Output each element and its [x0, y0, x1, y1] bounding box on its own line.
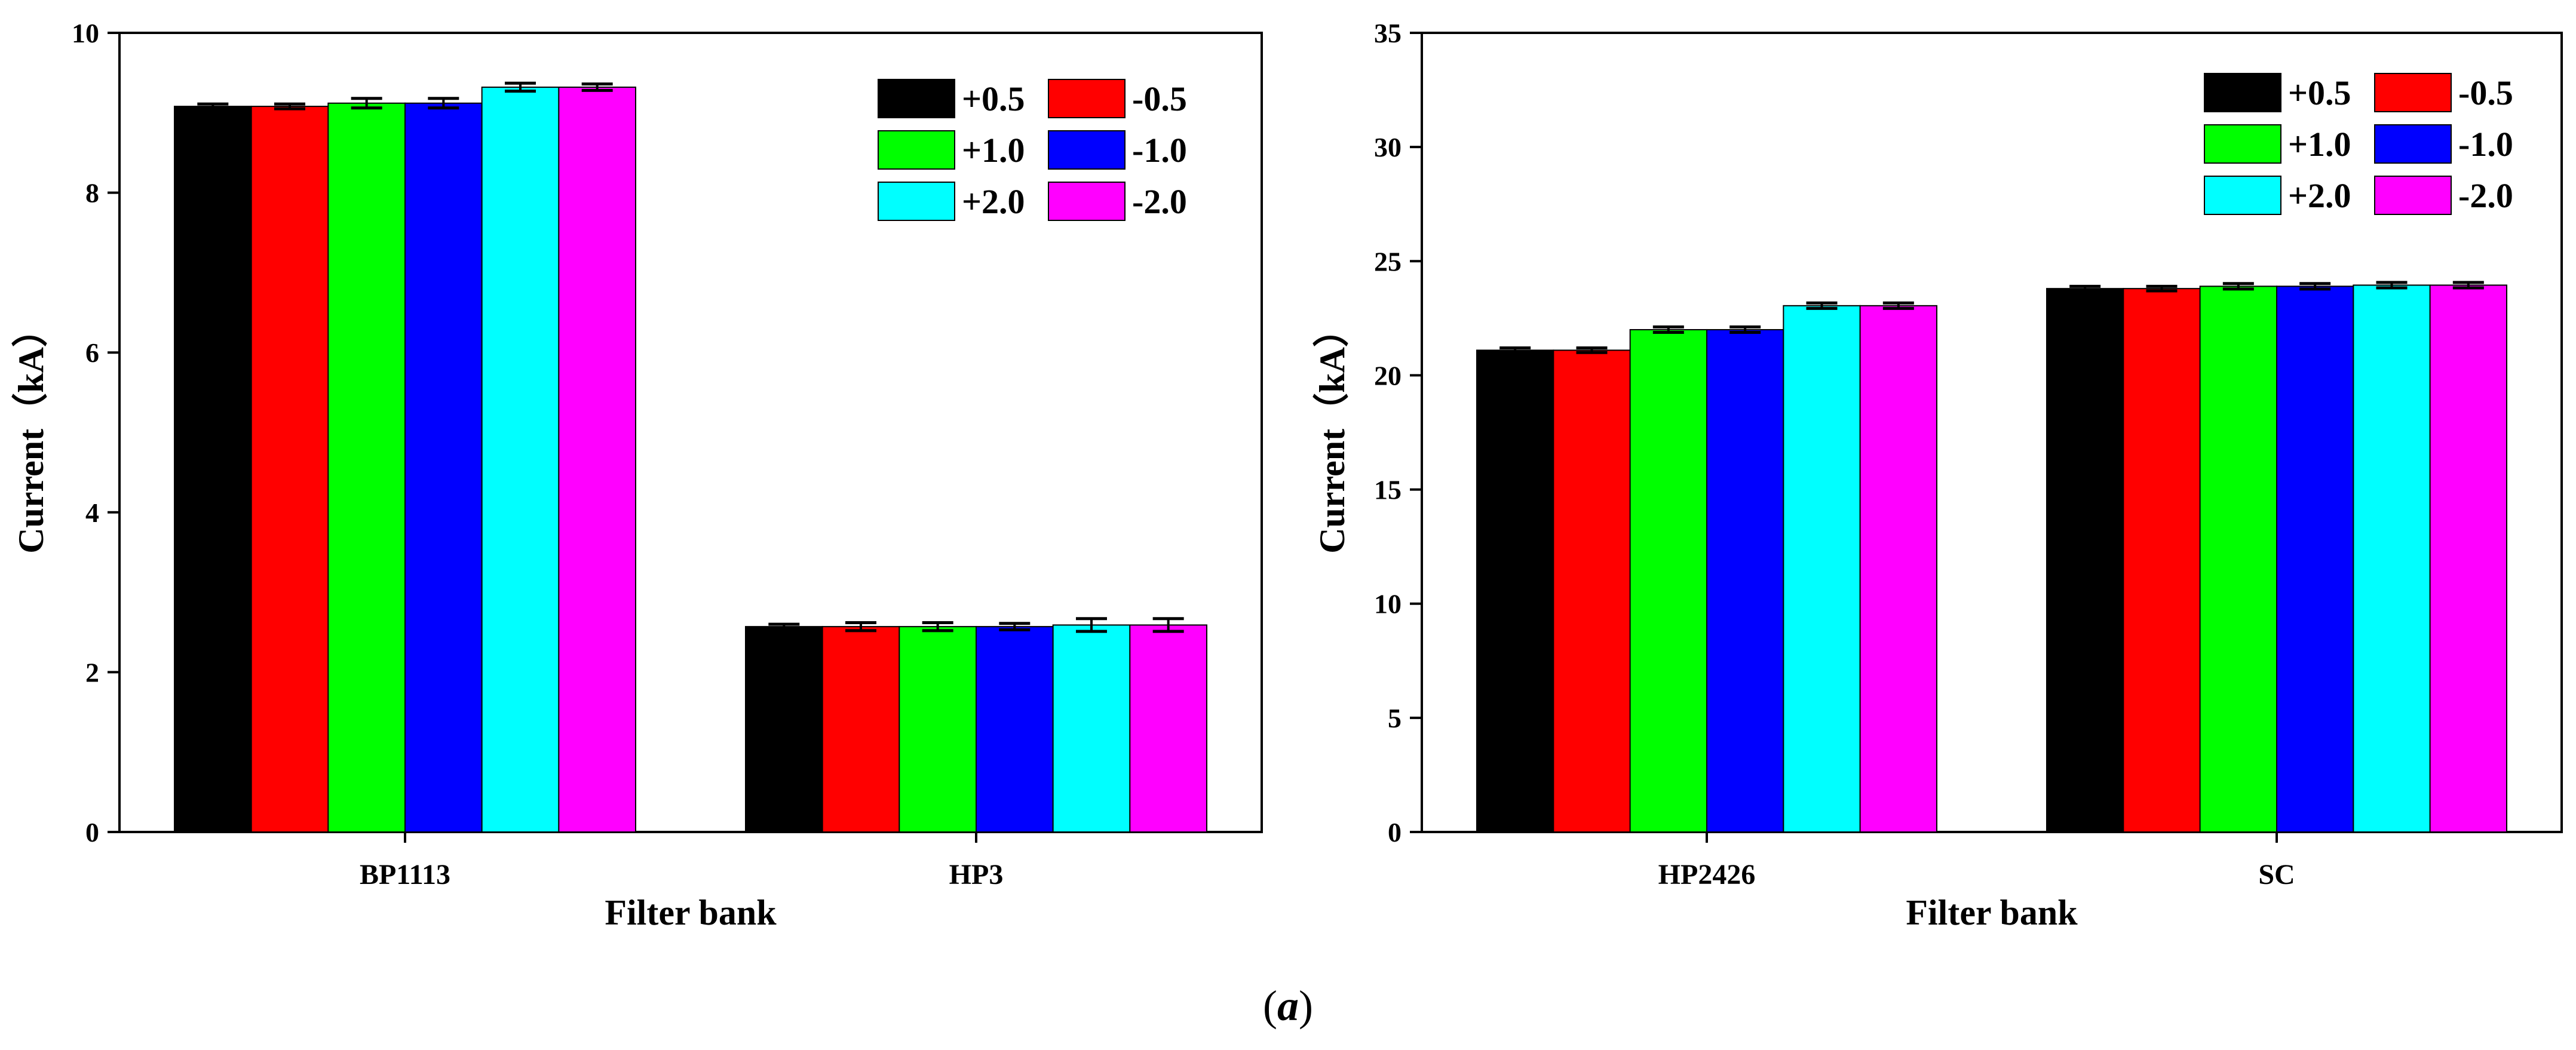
y-tick-label: 5 — [1388, 703, 1402, 733]
bar — [2276, 285, 2354, 833]
legend-label: +0.5 — [962, 79, 1025, 118]
legend-swatch — [1048, 182, 1126, 221]
category-label: HP3 — [949, 859, 1004, 891]
legend-label: -2.0 — [2458, 176, 2513, 215]
legend-label: -0.5 — [2458, 73, 2513, 112]
legend-swatch — [2374, 73, 2452, 112]
y-axis-title: Current（kA） — [11, 311, 51, 554]
legend-label: -1.0 — [1132, 131, 1187, 170]
bar — [1129, 624, 1208, 833]
bar — [1629, 328, 1708, 833]
bar — [558, 86, 636, 833]
bar — [404, 102, 483, 833]
x-axis-title: Filter bank — [605, 893, 777, 932]
legend-swatch — [2374, 124, 2452, 164]
category-label: BP1113 — [360, 859, 450, 891]
legend-swatch — [878, 79, 955, 118]
legend-label: +0.5 — [2288, 73, 2351, 112]
legend-swatch — [1048, 79, 1126, 118]
bar — [745, 626, 823, 833]
legend-swatch — [878, 182, 955, 221]
caption-letter: a — [1277, 982, 1299, 1030]
bar — [1476, 349, 1554, 833]
y-axis-title: Current（kA） — [1312, 311, 1352, 554]
caption-close-paren: ) — [1299, 982, 1313, 1030]
bar — [976, 626, 1054, 833]
y-tick-label: 0 — [1388, 817, 1402, 848]
legend-swatch — [2204, 176, 2281, 215]
caption-open-paren: ( — [1263, 982, 1277, 1030]
legend-label: -0.5 — [1132, 79, 1187, 118]
category-label: SC — [2258, 859, 2295, 891]
bar — [1706, 328, 1784, 833]
figure-caption: (a) — [1263, 982, 1313, 1030]
y-tick-label: 35 — [1374, 18, 1402, 48]
y-tick-label: 0 — [85, 817, 99, 848]
y-tick-label: 15 — [1374, 475, 1402, 505]
bar — [1859, 305, 1938, 833]
bar — [1553, 349, 1631, 833]
y-tick-label: 30 — [1374, 132, 1402, 162]
left-bar-chart: 0 2 4 6 8 10 BP1113 HP3 Filter bank Current（kA） +0… — [11, 18, 1263, 932]
bar — [327, 102, 406, 833]
y-tick-label: 20 — [1374, 360, 1402, 391]
y-tick-label: 8 — [85, 178, 99, 208]
legend-label: -1.0 — [2458, 125, 2513, 164]
bar — [2199, 285, 2278, 833]
category-label: HP2426 — [1658, 859, 1756, 891]
plot-frame — [1421, 32, 2563, 833]
legend-swatch — [2204, 124, 2281, 164]
legend-swatch — [2374, 176, 2452, 215]
bar — [2429, 284, 2508, 833]
bar — [898, 626, 977, 833]
bar — [174, 106, 252, 833]
bar — [2353, 284, 2431, 833]
bar — [481, 86, 560, 833]
legend-label: -2.0 — [1132, 182, 1187, 221]
y-tick-label: 2 — [85, 657, 99, 687]
legend-label: +2.0 — [2288, 176, 2351, 215]
legend-swatch — [878, 130, 955, 170]
legend-swatch — [1048, 130, 1126, 170]
legend-swatch — [2204, 73, 2281, 112]
right-bar-chart: 0 5 10 15 20 25 30 35 HP2426 SC Filter bank Current… — [1312, 18, 2563, 932]
y-tick-label: 25 — [1374, 246, 1402, 277]
legend-label: +2.0 — [962, 182, 1025, 221]
y-tick-label: 4 — [85, 498, 99, 528]
bar — [250, 106, 329, 833]
bar — [2123, 288, 2201, 833]
legend-label: +1.0 — [962, 131, 1025, 170]
legend-label: +1.0 — [2288, 125, 2351, 164]
bar — [2046, 288, 2124, 833]
y-tick-label: 10 — [72, 18, 99, 48]
bar — [1783, 305, 1861, 833]
y-tick-label: 10 — [1374, 589, 1402, 619]
bar — [821, 626, 900, 833]
bar — [1052, 624, 1131, 833]
plot-frame — [118, 32, 1263, 833]
x-axis-title: Filter bank — [1906, 893, 2078, 932]
y-tick-label: 6 — [85, 337, 99, 368]
